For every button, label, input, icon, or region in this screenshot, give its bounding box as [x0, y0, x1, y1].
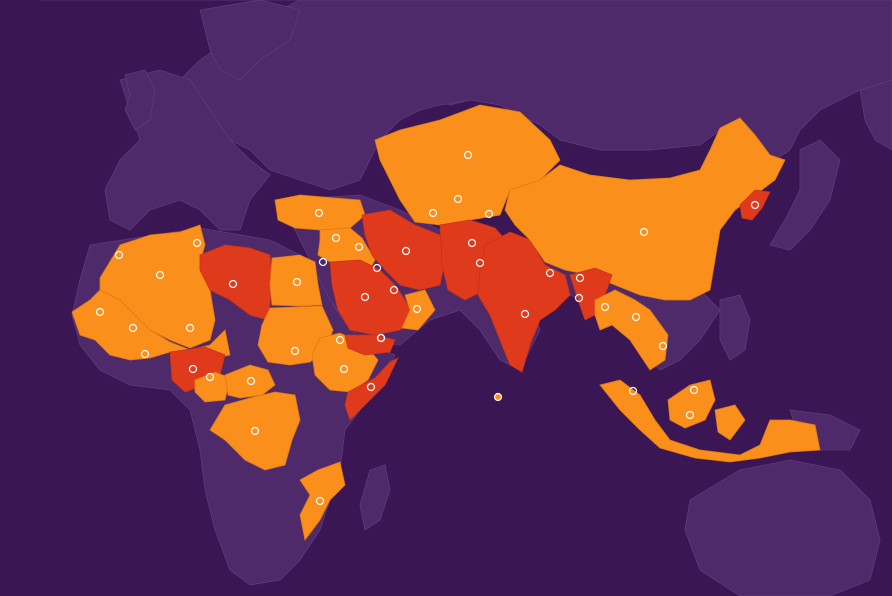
marker-burkina-faso[interactable]	[140, 349, 150, 359]
region-north-korea[interactable]	[739, 189, 771, 221]
marker-algeria[interactable]	[155, 270, 165, 280]
marker-uzbekistan[interactable]	[428, 208, 438, 218]
marker-iraq[interactable]	[354, 242, 364, 252]
marker-saudi-arabia[interactable]	[360, 292, 370, 302]
marker-maldives[interactable]	[493, 392, 503, 402]
marker-syria[interactable]	[331, 233, 341, 243]
marker-mozambique[interactable]	[315, 496, 325, 506]
marker-car[interactable]	[290, 346, 300, 356]
marker-niger[interactable]	[185, 323, 195, 333]
marker-kyrgyzstan[interactable]	[484, 209, 494, 219]
region-sahel[interactable]	[71, 289, 231, 361]
region-turkey[interactable]	[274, 194, 366, 231]
region-yemen[interactable]	[344, 334, 396, 356]
marker-egypt[interactable]	[292, 277, 302, 287]
land-uk	[124, 69, 156, 131]
land-greenland-ne	[859, 79, 892, 151]
marker-afghanistan[interactable]	[467, 238, 477, 248]
region-west-central[interactable]	[194, 371, 231, 403]
marker-cameroon[interactable]	[246, 376, 256, 386]
marker-iran[interactable]	[401, 246, 411, 256]
region-mozambique[interactable]	[299, 461, 346, 541]
marker-china[interactable]	[639, 227, 649, 237]
marker-qatar[interactable]	[389, 285, 399, 295]
land-madagascar	[359, 464, 391, 531]
land-australia	[684, 459, 881, 596]
region-egypt[interactable]	[269, 254, 323, 307]
marker-drc[interactable]	[250, 426, 260, 436]
region-southeast-asia[interactable]	[594, 289, 669, 371]
highlighted-regions	[71, 104, 821, 541]
marker-india[interactable]	[520, 309, 530, 319]
marker-libya[interactable]	[228, 279, 238, 289]
marker-turkmenistan[interactable]	[453, 194, 463, 204]
land-scandinavia	[199, 0, 301, 81]
marker-mauritania[interactable]	[95, 307, 105, 317]
marker-north-korea[interactable]	[750, 200, 760, 210]
marker-malaysia[interactable]	[628, 386, 638, 396]
marker-mali[interactable]	[128, 323, 138, 333]
region-borneo[interactable]	[667, 379, 716, 429]
marker-bhutan[interactable]	[575, 273, 585, 283]
marker-somalia[interactable]	[366, 382, 376, 392]
region-iran[interactable]	[361, 209, 446, 291]
marker-vietnam[interactable]	[658, 341, 668, 351]
region-oman[interactable]	[401, 289, 436, 331]
marker-jordan[interactable]	[372, 263, 382, 273]
region-india[interactable]	[477, 231, 571, 373]
marker-brunei[interactable]	[689, 385, 699, 395]
marker-benin[interactable]	[205, 372, 215, 382]
marker-oman[interactable]	[412, 304, 422, 314]
marker-eritrea[interactable]	[339, 364, 349, 374]
marker-pakistan[interactable]	[475, 258, 485, 268]
marker-kazakhstan[interactable]	[463, 150, 473, 160]
marker-sudan[interactable]	[335, 335, 345, 345]
marker-indonesia[interactable]	[685, 410, 695, 420]
marker-tunisia[interactable]	[192, 238, 202, 248]
marker-turkey[interactable]	[314, 208, 324, 218]
land-japan	[769, 139, 841, 251]
marker-palestine[interactable]	[318, 257, 328, 267]
marker-laos[interactable]	[631, 312, 641, 322]
marker-yemen[interactable]	[376, 333, 386, 343]
markers	[95, 150, 760, 506]
region-indonesia[interactable]	[599, 379, 821, 463]
region-central-africa[interactable]	[209, 391, 301, 471]
region-sulawesi[interactable]	[714, 404, 746, 441]
marker-nigeria[interactable]	[188, 364, 198, 374]
marker-morocco[interactable]	[114, 250, 124, 260]
marker-bangladesh[interactable]	[574, 293, 584, 303]
region-cameroon[interactable]	[224, 364, 276, 399]
land-philippines	[719, 294, 751, 361]
marker-myanmar[interactable]	[600, 302, 610, 312]
marker-nepal[interactable]	[545, 268, 555, 278]
region-somalia[interactable]	[344, 357, 399, 421]
